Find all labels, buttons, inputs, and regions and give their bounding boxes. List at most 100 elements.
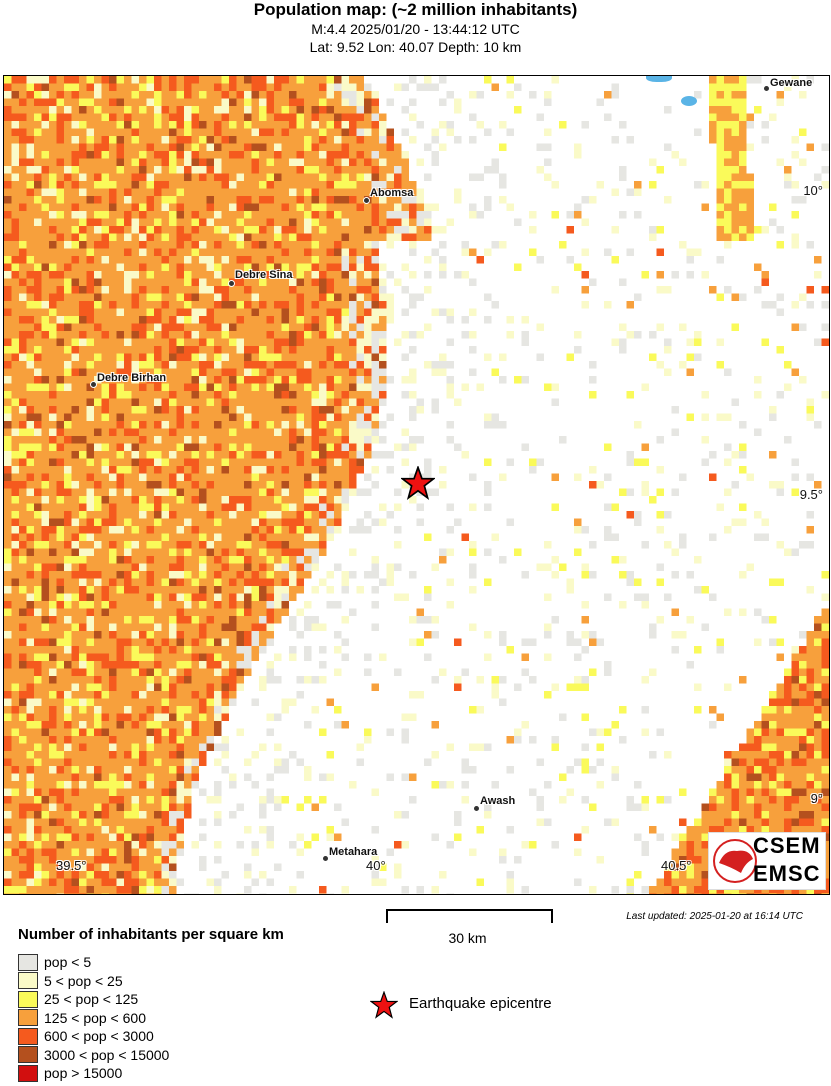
population-cell bbox=[386, 158, 394, 166]
population-cell bbox=[116, 563, 124, 571]
population-cell bbox=[544, 91, 552, 99]
population-cell bbox=[304, 323, 312, 331]
population-cell bbox=[86, 271, 94, 279]
population-cell bbox=[251, 458, 259, 466]
population-cell bbox=[229, 518, 237, 526]
population-cell bbox=[319, 511, 327, 519]
population-cell bbox=[401, 181, 409, 189]
population-cell bbox=[281, 391, 289, 399]
population-map[interactable]: Gewane Abomsa Debre Sina Debre Birhan Aw… bbox=[3, 75, 830, 895]
population-cell bbox=[311, 241, 319, 249]
population-cell bbox=[94, 158, 102, 166]
population-cell bbox=[94, 271, 102, 279]
population-cell bbox=[731, 451, 739, 459]
population-cell bbox=[379, 391, 387, 399]
population-cell bbox=[56, 338, 64, 346]
population-cell bbox=[484, 578, 492, 586]
population-cell bbox=[581, 218, 589, 226]
population-cell bbox=[379, 113, 387, 121]
population-cell bbox=[169, 668, 177, 676]
population-cell bbox=[649, 158, 657, 166]
population-cell bbox=[184, 278, 192, 286]
population-cell bbox=[281, 233, 289, 241]
population-cell bbox=[109, 98, 117, 106]
population-cell bbox=[251, 338, 259, 346]
population-cell bbox=[161, 661, 169, 669]
population-cell bbox=[109, 556, 117, 564]
population-cell bbox=[356, 196, 364, 204]
population-cell bbox=[154, 308, 162, 316]
population-cell bbox=[304, 653, 312, 661]
population-cell bbox=[439, 256, 447, 264]
population-cell bbox=[124, 676, 132, 684]
population-cell bbox=[199, 668, 207, 676]
population-cell bbox=[154, 376, 162, 384]
population-cell bbox=[259, 473, 267, 481]
population-cell bbox=[71, 481, 79, 489]
population-cell bbox=[611, 556, 619, 564]
population-cell bbox=[311, 308, 319, 316]
population-cell bbox=[86, 323, 94, 331]
population-cell bbox=[94, 338, 102, 346]
population-cell bbox=[604, 526, 612, 534]
population-cell bbox=[101, 203, 109, 211]
population-cell bbox=[11, 113, 19, 121]
population-cell bbox=[341, 98, 349, 106]
population-cell bbox=[26, 668, 34, 676]
population-cell bbox=[101, 638, 109, 646]
population-cell bbox=[116, 466, 124, 474]
population-cell bbox=[116, 676, 124, 684]
population-cell bbox=[11, 271, 19, 279]
population-cell bbox=[184, 683, 192, 691]
population-cell bbox=[176, 398, 184, 406]
population-cell bbox=[26, 593, 34, 601]
population-cell bbox=[184, 368, 192, 376]
population-cell bbox=[334, 301, 342, 309]
population-cell bbox=[364, 181, 372, 189]
population-cell bbox=[214, 541, 222, 549]
population-cell bbox=[311, 76, 319, 84]
population-cell bbox=[109, 571, 117, 579]
population-cell bbox=[124, 98, 132, 106]
population-cell bbox=[326, 113, 334, 121]
population-cell bbox=[349, 331, 357, 339]
population-cell bbox=[79, 503, 87, 511]
population-cell bbox=[716, 151, 724, 159]
population-cell bbox=[356, 271, 364, 279]
population-cell bbox=[664, 338, 672, 346]
population-cell bbox=[94, 263, 102, 271]
population-cell bbox=[184, 398, 192, 406]
population-cell bbox=[214, 653, 222, 661]
population-cell bbox=[529, 458, 537, 466]
population-cell bbox=[139, 571, 147, 579]
population-cell bbox=[86, 226, 94, 234]
population-cell bbox=[274, 158, 282, 166]
population-cell bbox=[326, 346, 334, 354]
population-cell bbox=[484, 76, 492, 84]
population-cell bbox=[221, 421, 229, 429]
population-cell bbox=[731, 91, 739, 99]
population-cell bbox=[56, 676, 64, 684]
population-cell bbox=[694, 586, 702, 594]
population-cell bbox=[19, 113, 27, 121]
population-cell bbox=[259, 158, 267, 166]
population-cell bbox=[244, 571, 252, 579]
population-cell bbox=[4, 91, 12, 99]
population-cell bbox=[439, 308, 447, 316]
population-cell bbox=[799, 323, 807, 331]
population-cell bbox=[694, 706, 702, 714]
population-cell bbox=[199, 151, 207, 159]
population-cell bbox=[146, 128, 154, 136]
population-cell bbox=[251, 256, 259, 264]
population-cell bbox=[806, 638, 814, 646]
population-cell bbox=[4, 248, 12, 256]
population-cell bbox=[266, 556, 274, 564]
population-cell bbox=[199, 518, 207, 526]
population-cell bbox=[199, 676, 207, 684]
population-cell bbox=[424, 83, 432, 91]
population-cell bbox=[199, 421, 207, 429]
population-cell bbox=[86, 361, 94, 369]
population-cell bbox=[274, 188, 282, 196]
population-cell bbox=[221, 143, 229, 151]
population-cell bbox=[131, 233, 139, 241]
